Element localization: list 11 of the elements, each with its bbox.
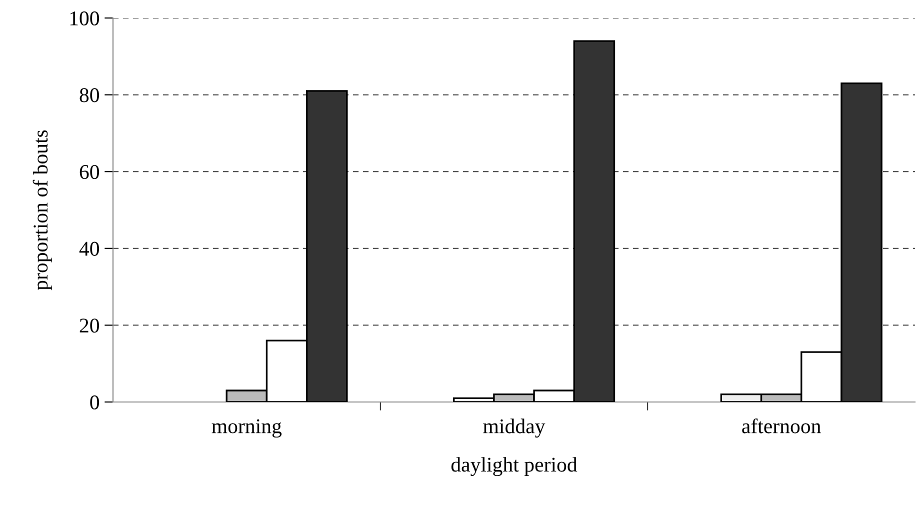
y-tick-label: 40 xyxy=(79,242,100,256)
y-axis-title: proportion of bouts xyxy=(32,130,52,290)
x-tick-label: midday xyxy=(483,418,546,438)
y-tick-label: 60 xyxy=(80,164,100,180)
x-tick-label: afternoon xyxy=(742,418,821,434)
y-tick-label: 0 xyxy=(90,395,100,410)
y-tick-label: 20 xyxy=(80,318,100,333)
x-axis-title: daylight period xyxy=(451,457,578,476)
x-tick-label: morning xyxy=(212,419,282,438)
y-tick-label: 80 xyxy=(80,88,100,102)
y-tick-label: 100 xyxy=(70,11,100,26)
